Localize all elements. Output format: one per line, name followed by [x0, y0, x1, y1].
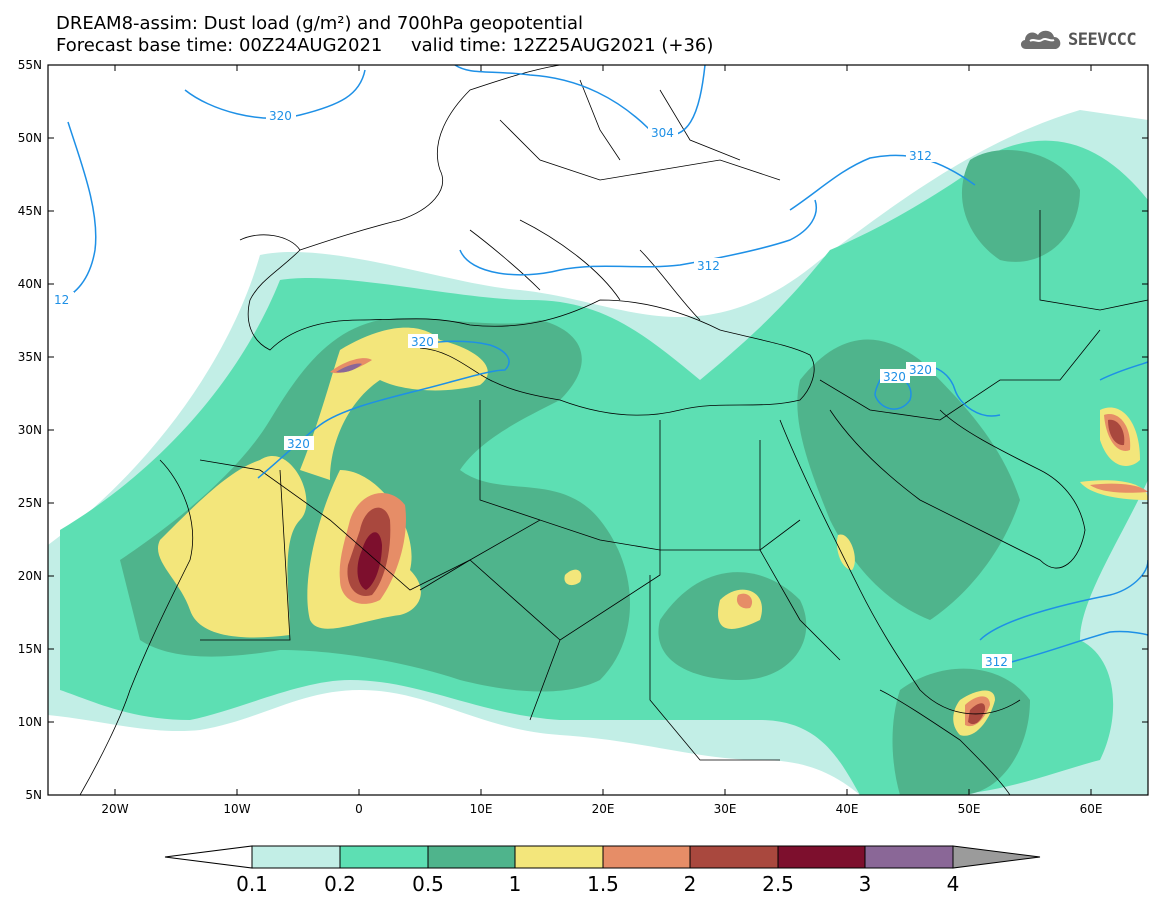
contour-320-africa [257, 340, 510, 479]
border-line [200, 469, 780, 761]
geopotential-contours [59, 65, 1148, 666]
coastline [239, 234, 815, 416]
contour-label: 320 [411, 335, 434, 349]
dust-area-orange [1090, 483, 1148, 493]
dust-area-yellow [836, 534, 855, 570]
lat-tick-label: 25N [17, 496, 42, 510]
colorbar-segment [251, 845, 341, 869]
contour-312-arabian [999, 630, 1148, 666]
colorbar-arrow-high [952, 845, 1041, 869]
axis-ticks [48, 64, 1148, 795]
lat-tick-label: 40N [17, 277, 42, 291]
chart-subtitle: Forecast base time: 00Z24AUG2021 valid t… [56, 35, 714, 56]
colorbar-label: 0.2 [324, 872, 356, 896]
contour-304 [454, 65, 706, 137]
lon-tick-label: 10E [469, 802, 493, 816]
colorbar-label: 4 [946, 872, 960, 896]
contour-label: 320 [287, 437, 310, 451]
dust-area-yellow [157, 455, 307, 638]
dust-area-brown [1108, 419, 1125, 446]
logo: SEEVCCC [1018, 27, 1137, 53]
contour-label: 320 [269, 109, 292, 123]
border-line [199, 459, 801, 591]
colorbar-segment [514, 845, 604, 869]
lon-tick-label: 0 [355, 802, 363, 816]
graticule [79, 65, 1148, 795]
coastline [469, 219, 701, 321]
lon-tick-label: 60E [1079, 802, 1103, 816]
colorbar-segment [689, 845, 779, 869]
colorbar-arrow-low [164, 845, 253, 869]
dust-area-purple [336, 363, 362, 373]
logo-text: SEEVCCC [1068, 30, 1137, 50]
lon-tick-label: 20E [591, 802, 615, 816]
contour-label: 312 [985, 655, 1008, 669]
lon-tick-label: 30E [713, 802, 737, 816]
colorbar-label: 2 [683, 872, 697, 896]
lat-tick-label: 5N [25, 788, 42, 802]
contour-12-west [59, 121, 97, 301]
contour-312-north [789, 154, 976, 211]
lat-tick-label: 50N [17, 131, 42, 145]
dust-area-orange [736, 593, 753, 609]
colorbar-segment [602, 845, 691, 869]
colorbar-label: 2.5 [762, 872, 794, 896]
colorbar [164, 845, 1041, 869]
dust-shading [48, 110, 1148, 795]
lat-tick-label: 35N [17, 350, 42, 364]
contour-320-north [184, 69, 366, 119]
colorbar-segment [339, 845, 429, 869]
lat-tick-label: 45N [17, 204, 42, 218]
contour-label: 12 [54, 293, 69, 307]
cloud-logo-icon [1020, 30, 1061, 49]
contour-east-edge [1099, 361, 1148, 381]
border-line [499, 79, 781, 181]
lat-tick-label: 55N [17, 58, 42, 72]
colorbar-label: 1.5 [587, 872, 619, 896]
colorbar-segment [777, 845, 866, 869]
contour-label: 320 [909, 363, 932, 377]
contour-label: 304 [651, 126, 674, 140]
lat-tick-label: 30N [17, 423, 42, 437]
colorbar-label: 0.5 [412, 872, 444, 896]
contour-label: 312 [697, 259, 720, 273]
dust-area-dark [961, 150, 1080, 262]
dust-area-darkred [357, 532, 382, 590]
dust-area-yellow [564, 569, 582, 586]
colorbar-segment [864, 845, 954, 869]
contour-312-mid [459, 199, 817, 276]
colorbar-label: 0.1 [236, 872, 268, 896]
lon-tick-label: 10W [223, 802, 251, 816]
border-line [819, 210, 1148, 421]
lat-tick-label: 20N [17, 569, 42, 583]
lat-tick-label: 10N [17, 715, 42, 729]
lon-tick-label: 20W [101, 802, 129, 816]
contour-312-south [979, 559, 1148, 641]
colorbar-segment [427, 845, 516, 869]
lat-tick-label: 15N [17, 642, 42, 656]
lon-tick-label: 40E [835, 802, 859, 816]
coastline [79, 459, 194, 795]
border-line [479, 400, 841, 721]
coastline [779, 409, 1086, 715]
chart-title: DREAM8-assim: Dust load (g/m²) and 700hP… [56, 13, 583, 34]
colorbar-label: 3 [858, 872, 872, 896]
lon-tick-label: 50E [957, 802, 981, 816]
colorbar-label: 1 [508, 872, 522, 896]
contour-labels: 320 304 312 12 320 320 320 320 312 312 [52, 108, 1012, 669]
contour-label: 312 [909, 149, 932, 163]
contour-label: 320 [883, 370, 906, 384]
coastline [299, 65, 561, 251]
coastline [879, 689, 1011, 795]
